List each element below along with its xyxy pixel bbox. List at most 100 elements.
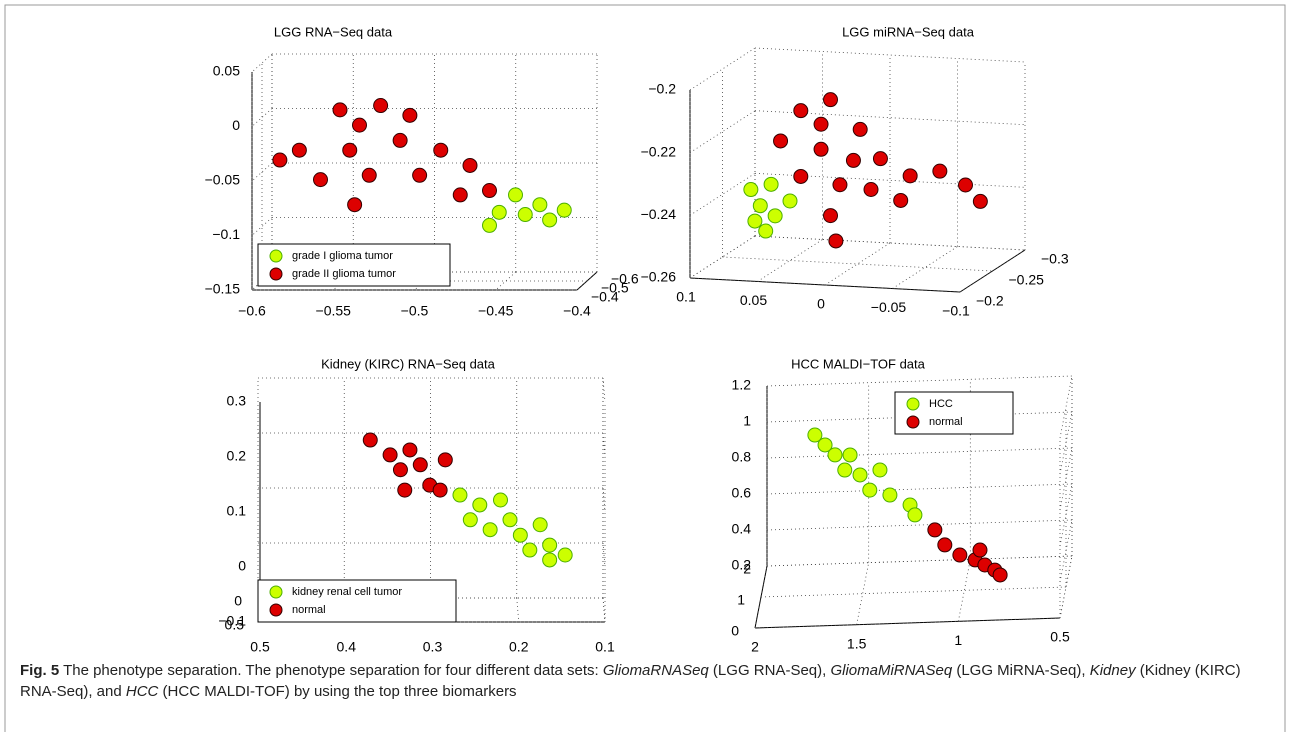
grid-line	[602, 377, 606, 403]
legend-label: grade II glioma tumor	[292, 268, 396, 280]
point	[512, 527, 528, 543]
grid-line	[757, 239, 823, 282]
point	[291, 142, 307, 158]
point	[412, 457, 428, 473]
point	[823, 208, 838, 224]
point	[491, 204, 507, 220]
grid-line	[689, 110, 756, 154]
legend-marker	[906, 397, 920, 411]
y-tick-label: 0	[731, 623, 739, 639]
z-tick-label: 0.8	[732, 449, 752, 465]
grid-line	[251, 108, 273, 127]
point	[872, 151, 888, 167]
x-tick-label: −0.5	[401, 303, 429, 319]
z-tick-label: −0.15	[205, 281, 241, 297]
caption-text: GliomaMiRNASeq	[830, 662, 953, 679]
z-tick-label: 0.2	[227, 448, 247, 464]
point	[927, 522, 943, 538]
point	[842, 447, 858, 463]
y-tick-label: −0.3	[1041, 251, 1069, 267]
point	[828, 233, 844, 249]
point	[752, 198, 768, 214]
point	[813, 116, 829, 132]
point	[743, 182, 759, 198]
y-tick-label: −0.2	[976, 293, 1004, 309]
legend-label: kidney renal cell tumor	[292, 586, 402, 598]
point	[767, 208, 783, 224]
grid-line	[892, 246, 958, 289]
point	[517, 207, 533, 223]
grid-line	[602, 432, 606, 458]
point	[362, 432, 378, 448]
point	[937, 537, 953, 553]
legend-label: grade I glioma tumor	[292, 250, 393, 262]
caption-text: (Kidney (KIRC) RNA-Seq), and	[20, 662, 1241, 700]
grid-line	[766, 483, 1073, 495]
point	[992, 567, 1008, 583]
caption-text: (LGG MiRNA-Seq),	[952, 662, 1090, 679]
point	[437, 452, 453, 468]
x-tick-label: 0.1	[676, 289, 696, 305]
grid-line	[766, 447, 1073, 459]
y-tick-label: −0.6	[611, 271, 639, 287]
point	[793, 103, 809, 119]
grid-line	[689, 235, 756, 279]
point	[532, 517, 548, 533]
point	[532, 197, 548, 213]
point	[462, 157, 478, 173]
point	[352, 117, 367, 133]
point	[482, 183, 497, 199]
point	[958, 177, 973, 193]
point	[432, 482, 448, 498]
x-tick-label: 0.2	[509, 639, 529, 655]
z-tick-label: 0.4	[732, 521, 752, 537]
point	[342, 142, 358, 158]
grid-line	[602, 597, 606, 623]
point	[373, 98, 389, 114]
x-tick-label: 0.5	[250, 639, 270, 655]
grid-line	[251, 217, 273, 236]
x-tick-label: −0.1	[942, 303, 970, 319]
point	[493, 492, 508, 508]
x-tick-label: 0.4	[337, 639, 357, 655]
grid-line	[576, 271, 598, 291]
point	[313, 172, 328, 188]
grid-line	[824, 242, 891, 286]
point	[852, 121, 868, 137]
caption-text: GliomaRNASeq	[602, 662, 709, 679]
z-tick-label: −0.1	[212, 226, 240, 242]
z-tick-label: 0.3	[227, 393, 247, 409]
point	[763, 176, 779, 192]
grid-line	[1059, 411, 1073, 475]
grid-line	[959, 249, 1026, 293]
x-tick-label: 2	[751, 639, 759, 655]
grid-line	[754, 565, 768, 629]
point	[397, 482, 413, 498]
point	[972, 193, 988, 209]
z-tick-label: 0.6	[732, 485, 752, 501]
legend-label: normal	[929, 416, 963, 428]
x-tick-label: 1	[954, 632, 962, 648]
point	[852, 467, 868, 483]
x-tick-label: −0.4	[563, 303, 591, 319]
point	[542, 552, 558, 568]
z-tick-label: −0.05	[205, 172, 241, 188]
point	[332, 102, 348, 118]
z-tick-label: −0.26	[641, 269, 677, 285]
point	[508, 187, 523, 203]
point	[817, 437, 833, 453]
point	[482, 217, 497, 233]
point	[542, 212, 558, 228]
grid-line	[1059, 375, 1073, 439]
point	[557, 547, 573, 563]
point	[382, 447, 398, 463]
z-tick-label: −0.1	[218, 613, 246, 629]
point	[872, 462, 888, 478]
point	[832, 177, 848, 193]
chart-title: HCC MALDI−TOF data	[791, 356, 926, 371]
grid-line	[602, 542, 606, 568]
caption: Fig. 5 The phenotype separation. The phe…	[20, 660, 1270, 702]
grid-line	[856, 562, 870, 625]
grid-line	[766, 375, 1073, 387]
point	[402, 442, 418, 458]
